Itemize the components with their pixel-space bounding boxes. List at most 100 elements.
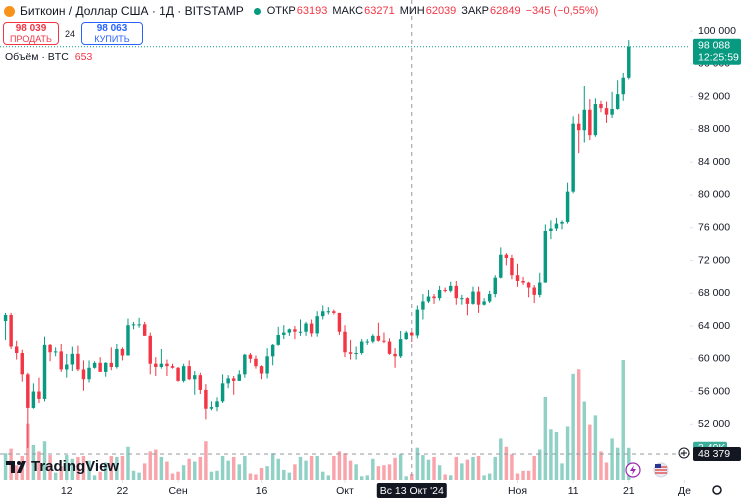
candle-body — [454, 285, 459, 299]
candle-body — [588, 109, 592, 136]
volume-bar — [126, 446, 130, 480]
buy-price: 98 063 — [96, 22, 128, 34]
volume-bar — [421, 455, 425, 480]
volume-bar — [365, 475, 369, 480]
add-icon-plus — [681, 450, 687, 456]
settings-icon[interactable] — [712, 485, 722, 495]
candle-body — [170, 366, 175, 368]
candle-body — [398, 339, 403, 357]
candle-body — [499, 254, 503, 278]
x-tick-label: 16 — [256, 485, 268, 497]
candle-body — [449, 285, 453, 291]
candle-body — [98, 362, 102, 372]
candle-body — [304, 323, 308, 332]
candle-body — [104, 362, 108, 372]
volume-bar — [426, 459, 431, 480]
volume-bar — [104, 462, 108, 480]
low-label: МИН — [399, 5, 425, 17]
candle-body — [282, 332, 286, 336]
volume-bar — [193, 461, 197, 480]
candle-body — [571, 123, 575, 192]
volume-bar — [209, 471, 214, 480]
volume-bar — [565, 426, 570, 480]
volume-bar — [148, 451, 152, 480]
candle-body — [220, 383, 225, 402]
volume-bar — [482, 475, 486, 480]
x-tick-label: 21 — [623, 485, 635, 497]
candle-body — [332, 311, 336, 313]
high-value: 63271 — [364, 5, 395, 17]
volume-bar — [142, 463, 147, 480]
candle-body — [560, 221, 564, 224]
candle-body — [426, 296, 431, 302]
candle-body — [270, 344, 275, 357]
volume-bar — [243, 456, 247, 480]
last-price-label: 98 088 — [698, 40, 730, 52]
volume-bar — [81, 456, 86, 480]
volume-bar — [237, 464, 241, 480]
candle-body — [543, 230, 548, 283]
candle-body — [204, 389, 208, 409]
candle-body — [610, 108, 614, 115]
candle-body — [31, 391, 36, 408]
candle-body — [493, 277, 497, 295]
candle-body — [126, 325, 130, 356]
volume-bar — [499, 438, 503, 480]
candle-body — [131, 324, 136, 326]
y-tick-label: 52 000 — [698, 418, 730, 430]
volume-bar — [610, 438, 614, 480]
sell-button[interactable]: 98 039 ПРОДАТЬ — [3, 22, 59, 45]
volume-bar — [131, 470, 136, 480]
volume-bar — [187, 458, 191, 480]
candle-body — [70, 353, 75, 365]
volume-bar — [326, 475, 331, 480]
candle-body — [538, 282, 542, 295]
alert-icon-bolt — [630, 465, 636, 475]
candle-body — [615, 94, 620, 109]
candle-body — [142, 324, 147, 336]
crosshair-x-tag — [376, 483, 447, 498]
candle-body — [154, 363, 158, 367]
candle-body — [321, 311, 325, 317]
candle-body — [87, 367, 91, 380]
y-tick-label: 76 000 — [698, 221, 730, 233]
volume-bar — [176, 471, 180, 480]
candle-body — [487, 294, 492, 302]
volume-bar — [504, 446, 509, 480]
x-tick-label: Де — [678, 485, 691, 497]
volume-bar — [137, 472, 141, 480]
spread: 24 — [64, 28, 75, 39]
candle-body — [9, 314, 13, 347]
add-icon[interactable] — [678, 447, 690, 459]
candle-body — [254, 358, 258, 367]
volume-bar — [359, 476, 364, 480]
volume-bar — [487, 473, 492, 480]
candle-body — [81, 369, 86, 380]
volume-bar — [376, 466, 381, 480]
volume-bar — [476, 456, 481, 480]
candle-body — [532, 287, 536, 295]
candle-body — [443, 289, 447, 291]
candle-body — [510, 258, 514, 276]
x-tick-label: Сен — [168, 485, 187, 497]
candle-body — [20, 353, 24, 375]
candle-body — [437, 289, 442, 299]
volume-bar — [282, 469, 286, 480]
candle-body — [298, 331, 303, 333]
buy-button[interactable]: 98 063 КУПИТЬ — [81, 22, 143, 45]
flag-canton — [655, 464, 661, 468]
candle-body — [404, 332, 408, 340]
volume-bar — [26, 423, 30, 480]
y-tick-label: 88 000 — [698, 123, 730, 135]
volume-bar — [76, 456, 80, 480]
volume-bar — [87, 460, 91, 480]
volume-bar — [543, 396, 548, 480]
candle-body — [326, 311, 331, 313]
candle-body — [165, 363, 169, 367]
candle-body — [159, 363, 164, 367]
volume-bar — [3, 453, 8, 480]
logo-mark — [6, 461, 26, 473]
volume-bar — [571, 373, 575, 480]
volume-bar — [165, 461, 169, 480]
